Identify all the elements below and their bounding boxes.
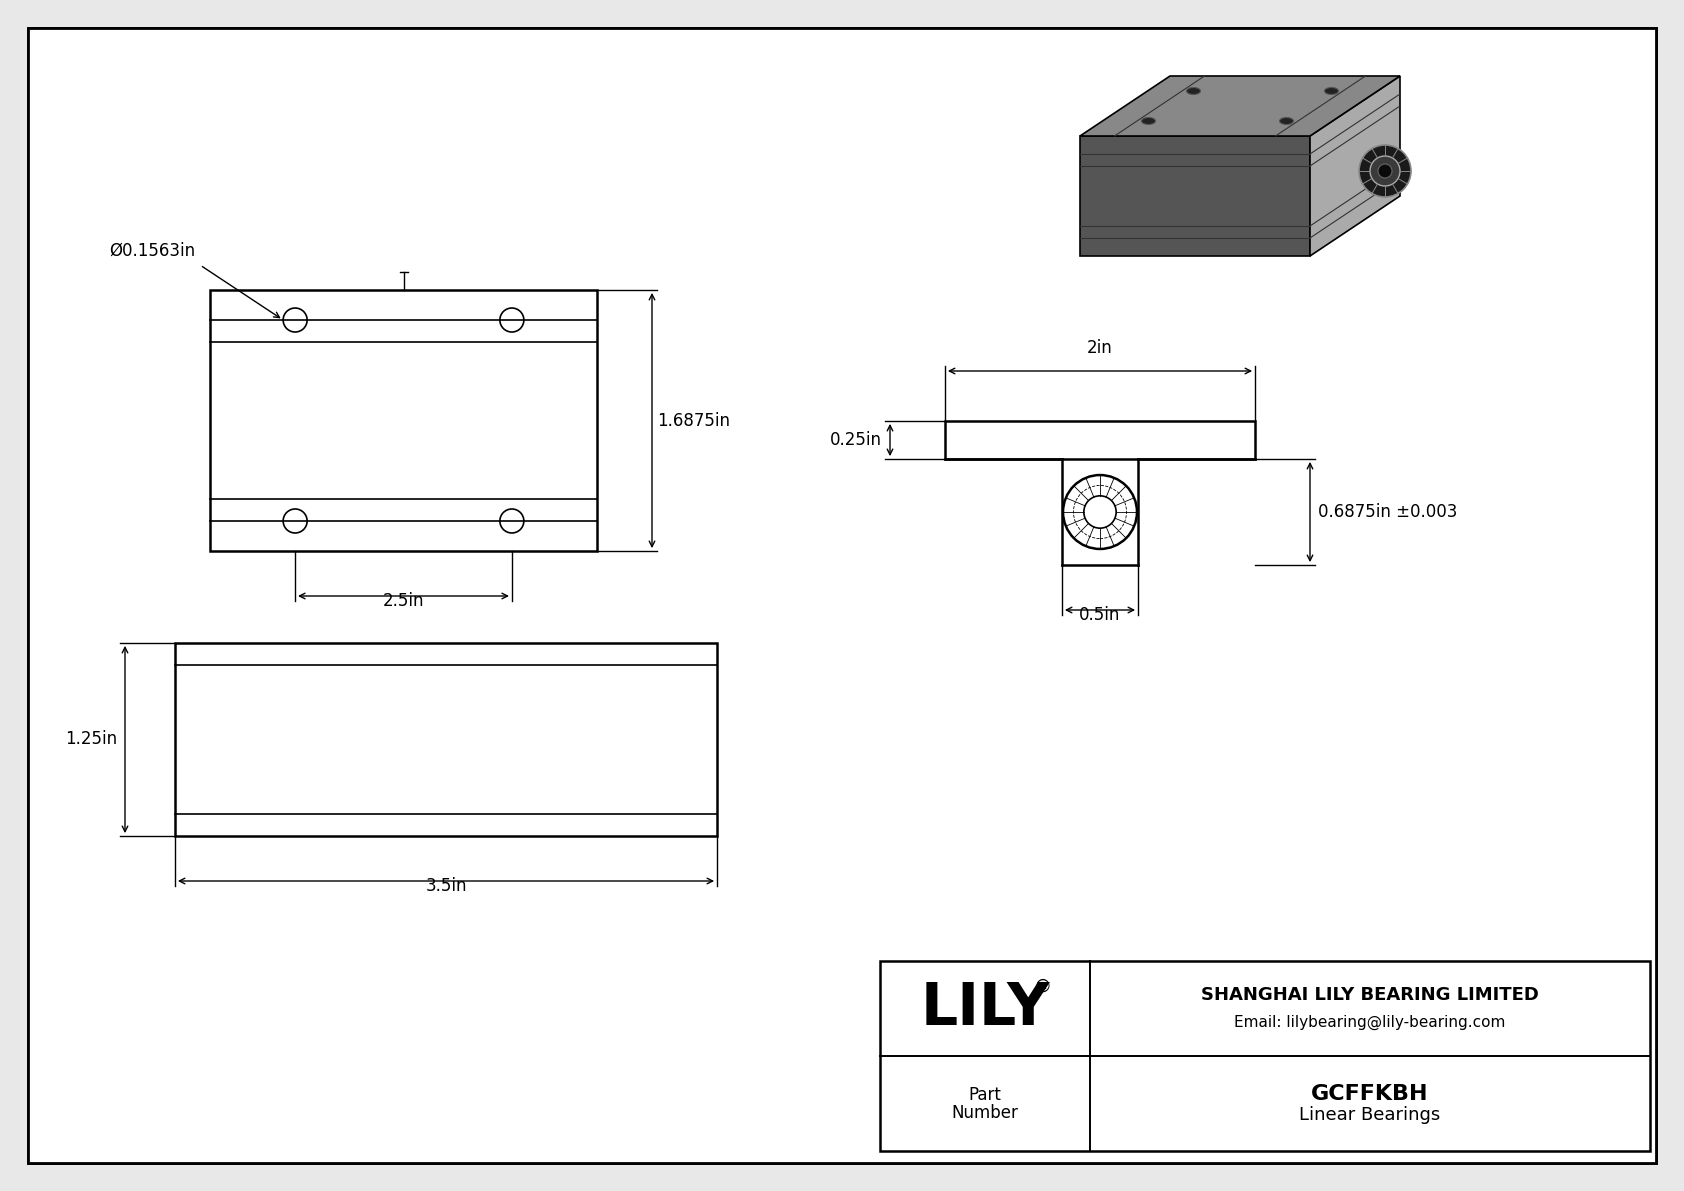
Polygon shape <box>1079 76 1399 136</box>
Ellipse shape <box>1325 87 1339 94</box>
Text: 3.5in: 3.5in <box>426 877 466 894</box>
Text: ®: ® <box>1034 978 1052 996</box>
Text: 0.6875in ±0.003: 0.6875in ±0.003 <box>1319 503 1457 520</box>
Text: Number: Number <box>951 1104 1019 1122</box>
Text: 1.25in: 1.25in <box>66 730 116 748</box>
Ellipse shape <box>1187 87 1201 94</box>
Circle shape <box>1371 156 1399 186</box>
Text: SHANGHAI LILY BEARING LIMITED: SHANGHAI LILY BEARING LIMITED <box>1201 985 1539 1004</box>
Ellipse shape <box>1280 118 1293 125</box>
Polygon shape <box>1079 136 1310 256</box>
Text: Linear Bearings: Linear Bearings <box>1300 1106 1440 1124</box>
Text: LILY: LILY <box>921 980 1049 1037</box>
Text: 0.5in: 0.5in <box>1079 606 1120 624</box>
Text: 2in: 2in <box>1088 339 1113 357</box>
Ellipse shape <box>1142 118 1155 125</box>
Circle shape <box>1359 145 1411 197</box>
Bar <box>210 289 598 551</box>
Text: Part: Part <box>968 1085 1002 1104</box>
Bar <box>881 961 1650 1151</box>
Text: GCFFKBH: GCFFKBH <box>1312 1084 1428 1104</box>
Text: Email: lilybearing@lily-bearing.com: Email: lilybearing@lily-bearing.com <box>1234 1015 1505 1030</box>
Text: 0.25in: 0.25in <box>830 431 882 449</box>
Bar <box>945 420 1255 459</box>
Polygon shape <box>1310 76 1399 256</box>
Text: 1.6875in: 1.6875in <box>657 412 729 430</box>
Circle shape <box>1378 164 1393 177</box>
Text: 2.5in: 2.5in <box>382 592 424 610</box>
Bar <box>175 643 717 836</box>
Text: Ø0.1563in: Ø0.1563in <box>109 242 195 260</box>
